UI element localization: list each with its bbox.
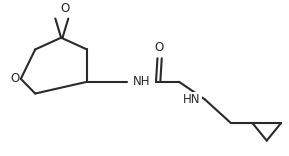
Text: HN: HN (183, 93, 201, 106)
Text: NH: NH (133, 75, 150, 88)
Text: O: O (154, 41, 164, 54)
Text: O: O (10, 72, 19, 85)
Text: O: O (61, 2, 70, 15)
